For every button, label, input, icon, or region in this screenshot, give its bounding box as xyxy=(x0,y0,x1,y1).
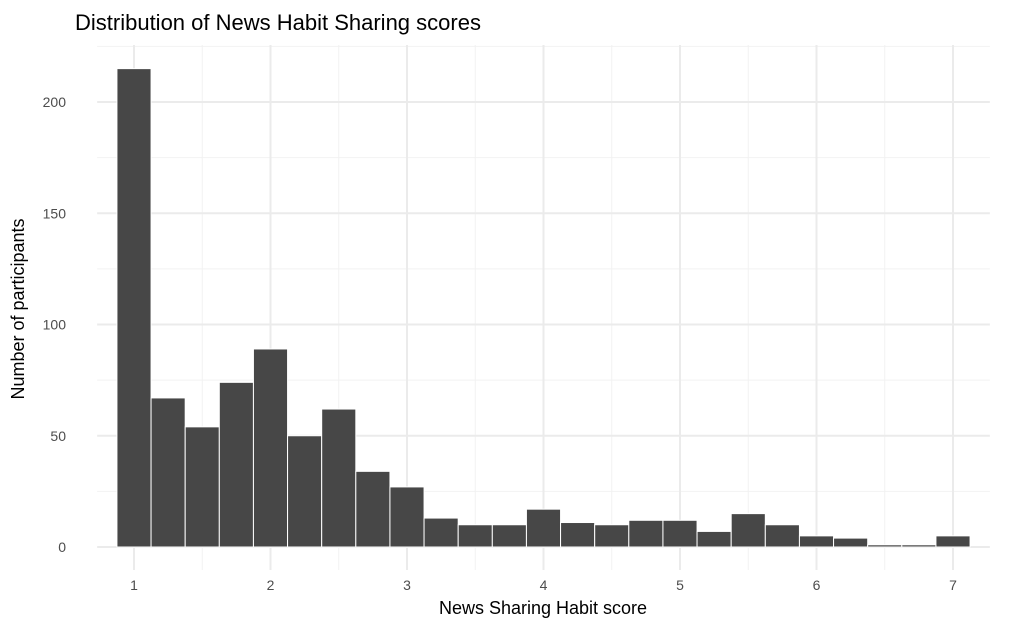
histogram-bar xyxy=(901,544,937,548)
y-tick-label: 0 xyxy=(58,539,66,555)
histogram-bar xyxy=(491,524,527,548)
histogram-bar xyxy=(935,535,971,548)
x-tick-label: 2 xyxy=(267,577,275,593)
histogram-bar xyxy=(867,544,903,548)
histogram-bar xyxy=(628,519,664,548)
x-tick-label: 7 xyxy=(949,577,957,593)
histogram-bar xyxy=(662,519,698,548)
x-tick-label: 5 xyxy=(676,577,684,593)
x-axis-label: News Sharing Habit score xyxy=(439,598,647,618)
histogram-bar xyxy=(116,68,152,548)
histogram-bar xyxy=(833,537,869,548)
y-axis-label: Number of participants xyxy=(8,218,28,399)
histogram-bar xyxy=(252,348,289,548)
histogram-bar xyxy=(798,535,835,548)
histogram-bar xyxy=(423,517,459,548)
histogram-bar xyxy=(764,524,800,548)
x-tick-label: 3 xyxy=(403,577,411,593)
histogram-bar xyxy=(696,530,732,548)
histogram-bar xyxy=(321,408,357,548)
histogram-bar xyxy=(184,426,220,548)
histogram-bar xyxy=(355,470,391,548)
x-tick-label: 6 xyxy=(813,577,821,593)
y-tick-label: 150 xyxy=(43,205,67,221)
histogram-bar xyxy=(594,524,630,548)
x-tick-label: 1 xyxy=(130,577,138,593)
x-tick-label: 4 xyxy=(540,577,548,593)
y-tick-label: 200 xyxy=(43,94,67,110)
histogram-bar xyxy=(560,522,596,548)
histogram-bar xyxy=(150,397,186,548)
histogram-bar xyxy=(730,513,766,548)
histogram-bar xyxy=(389,486,425,548)
histogram-bar xyxy=(457,524,493,548)
histogram-bar xyxy=(525,508,562,548)
chart-title: Distribution of News Habit Sharing score… xyxy=(75,10,481,35)
histogram-bar xyxy=(218,381,254,548)
y-tick-label: 100 xyxy=(43,317,67,333)
y-tick-label: 50 xyxy=(50,428,66,444)
histogram-bar xyxy=(287,435,323,548)
